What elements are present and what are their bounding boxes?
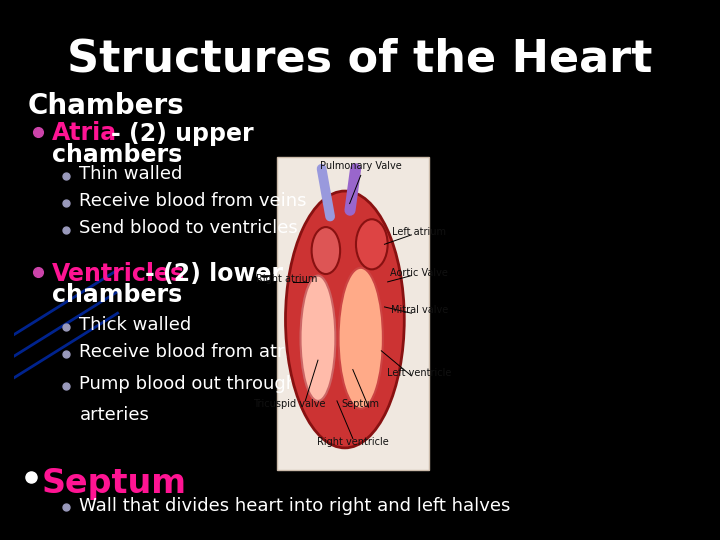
Text: Pulmonary Valve: Pulmonary Valve <box>320 161 402 171</box>
Text: Tricuspid valve: Tricuspid valve <box>253 399 325 409</box>
Text: Aortic Valve: Aortic Valve <box>390 268 449 278</box>
Text: Thick walled: Thick walled <box>79 316 192 334</box>
Text: arteries: arteries <box>79 406 149 424</box>
Text: Send blood to ventricles: Send blood to ventricles <box>79 219 298 237</box>
Text: Right ventricle: Right ventricle <box>317 437 389 447</box>
Ellipse shape <box>338 268 383 409</box>
Ellipse shape <box>312 227 340 274</box>
FancyArrowPatch shape <box>350 168 356 210</box>
Text: Left atrium: Left atrium <box>392 227 446 237</box>
Text: Ventricles: Ventricles <box>52 262 185 286</box>
FancyArrowPatch shape <box>322 168 330 217</box>
FancyBboxPatch shape <box>277 157 429 470</box>
Text: chambers: chambers <box>52 284 182 307</box>
Text: Left ventricle: Left ventricle <box>387 368 451 378</box>
Text: - (2) upper: - (2) upper <box>111 122 253 145</box>
Ellipse shape <box>285 191 405 448</box>
Text: Thin walled: Thin walled <box>79 165 183 183</box>
Text: chambers: chambers <box>52 143 182 167</box>
Text: Right atrium: Right atrium <box>256 274 317 284</box>
Ellipse shape <box>300 275 336 401</box>
Text: Receive blood from atria: Receive blood from atria <box>79 343 301 361</box>
Ellipse shape <box>356 219 387 269</box>
Text: Atria: Atria <box>52 122 117 145</box>
Text: Septum: Septum <box>41 467 186 500</box>
Text: Septum: Septum <box>342 399 379 409</box>
Text: Chambers: Chambers <box>27 92 184 120</box>
Text: Receive blood from veins: Receive blood from veins <box>79 192 307 210</box>
Text: Mitral valve: Mitral valve <box>391 305 448 315</box>
Text: - (2) lower: - (2) lower <box>145 262 283 286</box>
Text: Pump blood out through: Pump blood out through <box>79 375 297 393</box>
Text: Wall that divides heart into right and left halves: Wall that divides heart into right and l… <box>79 497 511 515</box>
Text: Structures of the Heart: Structures of the Heart <box>67 38 653 81</box>
